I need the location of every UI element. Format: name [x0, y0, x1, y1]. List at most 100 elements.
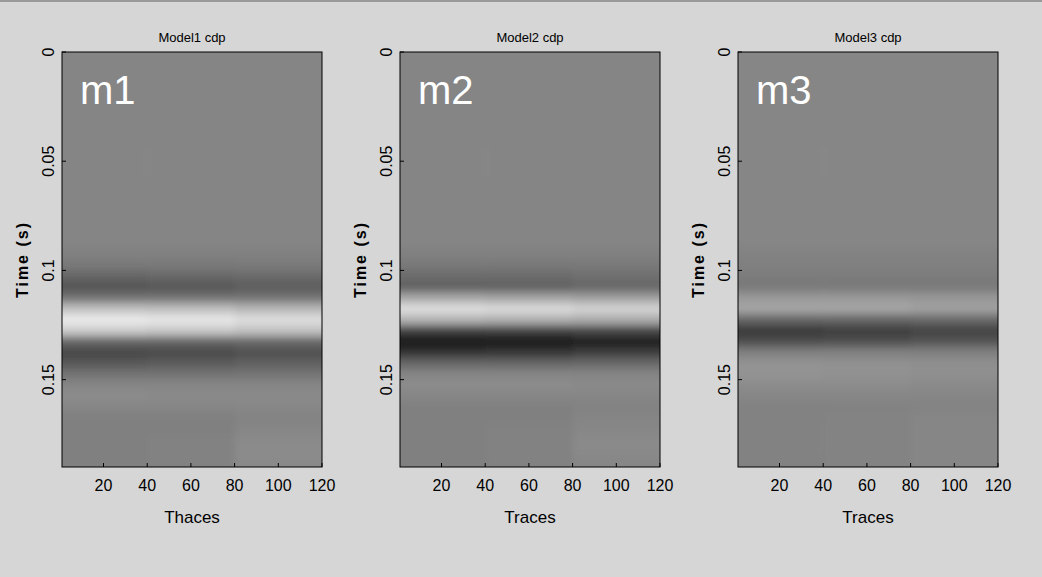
cell	[573, 216, 660, 228]
cell	[823, 74, 911, 86]
axes-frame	[738, 52, 998, 467]
cell	[823, 270, 911, 282]
cell	[235, 270, 322, 282]
cell	[147, 380, 235, 392]
cell	[911, 456, 998, 467]
cell	[738, 303, 824, 315]
cell	[62, 292, 148, 304]
cell	[738, 216, 824, 228]
cell	[485, 107, 573, 119]
panel-title: Model1 cdp	[158, 30, 225, 45]
y-tick-label: 0.15	[40, 364, 57, 395]
cell	[911, 292, 998, 304]
y-tick	[738, 379, 742, 380]
cell	[400, 249, 486, 261]
cell	[573, 270, 660, 282]
cell	[823, 249, 911, 261]
panel-label: m1	[80, 68, 136, 112]
cell	[400, 270, 486, 282]
cell	[573, 412, 660, 424]
cell	[62, 401, 148, 413]
cell	[911, 380, 998, 392]
x-tick	[779, 463, 780, 467]
cell	[400, 358, 486, 370]
cell	[738, 172, 824, 184]
cell	[911, 445, 998, 457]
cell	[235, 412, 322, 424]
figure: 2040608010012000.050.10.15Model1 cdpThac…	[0, 0, 1042, 577]
cell	[62, 172, 148, 184]
cell	[573, 391, 660, 403]
cell	[400, 292, 486, 304]
cell	[485, 303, 573, 315]
cell	[485, 183, 573, 195]
x-tick	[616, 463, 617, 467]
cell	[573, 139, 660, 151]
cell	[147, 161, 235, 173]
cell	[235, 445, 322, 457]
cell	[485, 423, 573, 435]
cell	[400, 227, 486, 239]
cell	[823, 194, 911, 206]
x-tick-label: 40	[476, 477, 494, 494]
cell	[823, 358, 911, 370]
cell	[573, 336, 660, 348]
cell	[738, 434, 824, 446]
cell	[911, 107, 998, 119]
cell	[738, 150, 824, 162]
cell	[147, 292, 235, 304]
cell	[400, 161, 486, 173]
cell	[738, 227, 824, 239]
cell	[573, 52, 660, 64]
cell	[911, 183, 998, 195]
cell	[62, 391, 148, 403]
cell	[911, 205, 998, 217]
cell	[911, 303, 998, 315]
panel: 2040608010012000.050.10.15Model1 cdpThac…	[14, 30, 335, 527]
cell	[62, 314, 148, 326]
cell	[911, 194, 998, 206]
cell	[738, 128, 824, 140]
cell	[485, 194, 573, 206]
cell	[573, 303, 660, 315]
cell	[823, 369, 911, 381]
y-axis-title: Time (s)	[690, 221, 707, 298]
panel-label: m3	[756, 68, 812, 112]
cell	[235, 150, 322, 162]
cell	[573, 183, 660, 195]
cell	[738, 456, 824, 467]
x-tick-label: 120	[309, 477, 336, 494]
cell	[573, 238, 660, 250]
axes-frame	[400, 52, 660, 467]
cell	[573, 107, 660, 119]
cell	[400, 412, 486, 424]
cell	[738, 260, 824, 272]
cell	[235, 249, 322, 261]
cell	[147, 194, 235, 206]
cell	[485, 292, 573, 304]
cell	[573, 74, 660, 86]
cell	[235, 107, 322, 119]
cell	[400, 423, 486, 435]
cell	[485, 270, 573, 282]
cell	[573, 249, 660, 261]
cell	[823, 238, 911, 250]
cell	[573, 172, 660, 184]
cell	[823, 456, 911, 467]
cell	[400, 205, 486, 217]
cell	[147, 238, 235, 250]
cell	[738, 238, 824, 250]
cell	[147, 216, 235, 228]
cell	[738, 161, 824, 173]
cell	[911, 161, 998, 173]
cell	[235, 172, 322, 184]
cell	[485, 281, 573, 293]
cell	[573, 380, 660, 392]
cell	[485, 74, 573, 86]
cell	[400, 434, 486, 446]
cell	[235, 401, 322, 413]
cell	[485, 445, 573, 457]
cell	[823, 445, 911, 457]
cell	[573, 96, 660, 108]
cell	[738, 281, 824, 293]
